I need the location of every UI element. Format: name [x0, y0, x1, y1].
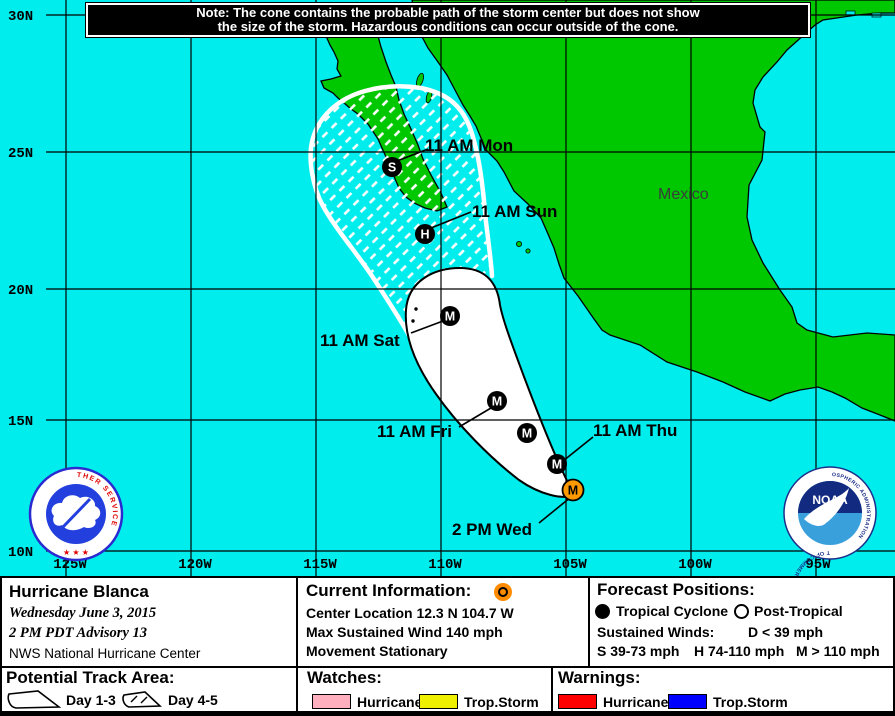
label-leader-lines — [396, 148, 594, 524]
max-sustained-wind: Max Sustained Wind 140 mph — [306, 624, 503, 640]
wind-scale-d: D < 39 mph — [748, 624, 824, 640]
island-socorro — [414, 307, 418, 311]
warning-hurricane-swatch — [558, 694, 597, 709]
current-position-icon — [494, 583, 512, 601]
lat-label-10n: 10N — [8, 545, 33, 561]
divider-col2-lower — [551, 667, 553, 712]
lon-label-95w: 95W — [805, 557, 831, 573]
day45-cone-icon — [122, 691, 162, 708]
cone-disclaimer-banner: Note: The cone contains the probable pat… — [86, 3, 810, 37]
noaa-name: NOAA — [812, 493, 848, 507]
banner-line2: the size of the storm. Hazardous conditi… — [217, 19, 679, 34]
noaa-logo: NOAA NATIONAL OCEANIC AND ATMOSPHERIC AD… — [783, 466, 877, 576]
graticule — [46, 0, 895, 576]
watch-trop-storm-label: Trop.Storm — [464, 694, 539, 710]
watch-hurricane-label: Hurricane — [357, 694, 423, 710]
divider-col1 — [296, 578, 298, 712]
label-2pm-wed: 2 PM Wed — [452, 520, 532, 539]
center-location: Center Location 12.3 N 104.7 W — [306, 605, 514, 621]
forecast-positions-header: Forecast Positions: — [597, 580, 755, 599]
watch-hurricane-swatch — [312, 694, 351, 709]
time-labels: 11 AM Mon 11 AM Sun 11 AM Sat 11 AM Fri … — [320, 136, 677, 539]
nws-logo: NATIONAL WEATHER SERVICE ★ ★ ★ — [28, 466, 124, 562]
lat-label-20n: 20N — [8, 283, 33, 299]
current-info-header: Current Information: — [306, 581, 472, 600]
forecast-map: S H M M M M M 11 AM Mon 11 AM Sun 11 AM … — [8, 0, 895, 576]
warnings-header: Warnings: — [558, 668, 641, 687]
graticule-labels: 30N 25N 20N 15N 10N 125W 120W 115W 110W … — [8, 9, 831, 573]
lon-label-100w: 100W — [678, 557, 712, 573]
info-panel: Hurricane Blanca Wednesday June 3, 2015 … — [0, 576, 895, 716]
island-marias-2 — [525, 248, 531, 254]
warning-hurricane-label: Hurricane — [603, 694, 669, 710]
marker-thu-night-letter: M — [522, 427, 532, 441]
marker-sun — [415, 224, 435, 244]
wind-scale-h: H 74-110 mph — [694, 643, 785, 659]
warning-trop-storm-label: Trop.Storm — [713, 694, 788, 710]
movement: Movement Stationary — [306, 643, 448, 659]
tropical-cyclone-label: Tropical Cyclone — [616, 603, 729, 619]
potential-track-header: Potential Track Area: — [6, 668, 175, 687]
sustained-winds-label: Sustained Winds: — [597, 624, 715, 640]
cone-day45-outline — [308, 84, 495, 340]
day13-cone-icon — [7, 690, 62, 709]
divider-col2-upper — [588, 578, 590, 667]
marker-thu — [547, 454, 567, 474]
marker-thu-letter: M — [552, 458, 562, 472]
marker-thu-night — [517, 423, 537, 443]
wind-scale-s: S 39-73 mph — [597, 643, 680, 659]
marker-sat — [440, 306, 460, 326]
label-11am-sat: 11 AM Sat — [320, 331, 400, 350]
label-11am-fri: 11 AM Fri — [377, 422, 452, 441]
island-marias-1 — [516, 240, 523, 247]
day45-label: Day 4-5 — [168, 692, 218, 708]
marker-current-position — [561, 478, 585, 502]
tropical-cyclone-icon — [595, 604, 610, 619]
storm-name: Hurricane Blanca — [9, 582, 149, 601]
marker-mon — [382, 157, 402, 177]
lon-label-115w: 115W — [303, 557, 337, 573]
label-11am-mon: 11 AM Mon — [425, 136, 513, 155]
marker-fri-letter: M — [492, 395, 502, 409]
marker-fri — [487, 391, 507, 411]
storm-advisory: 2 PM PDT Advisory 13 — [9, 625, 148, 641]
post-tropical-icon — [734, 604, 749, 619]
lon-label-110w: 110W — [428, 557, 462, 573]
label-11am-thu: 11 AM Thu — [593, 421, 677, 440]
country-label-mexico: Mexico — [658, 186, 709, 203]
label-11am-sun: 11 AM Sun — [472, 202, 557, 221]
storm-date: Wednesday June 3, 2015 — [9, 605, 157, 621]
marker-sun-letter: H — [420, 228, 429, 242]
day13-label: Day 1-3 — [66, 692, 116, 708]
panel-bottom-bar — [0, 711, 895, 716]
lon-label-105w: 105W — [553, 557, 587, 573]
island-san-benedicto — [411, 319, 415, 323]
noaa-gull-icon — [804, 488, 849, 526]
marker-current-letter: M — [568, 484, 578, 498]
nws-lightning-icon — [61, 497, 92, 529]
nws-stars: ★ ★ ★ — [63, 548, 89, 557]
post-tropical-label: Post-Tropical — [754, 603, 843, 619]
divider-rows — [0, 666, 895, 668]
storm-agency: NWS National Hurricane Center — [9, 646, 201, 661]
banner-line1: Note: The cone contains the probable pat… — [196, 5, 700, 20]
watch-trop-storm-swatch — [419, 694, 458, 709]
forecast-position-markers: S H M M M M M — [382, 157, 585, 502]
lat-label-15n: 15N — [8, 414, 33, 430]
watches-header: Watches: — [307, 668, 382, 687]
marker-mon-letter: S — [388, 161, 396, 175]
panel-border-left — [0, 578, 2, 712]
warning-trop-storm-swatch — [668, 694, 707, 709]
panel-border-right — [893, 578, 895, 712]
wind-scale-m: M > 110 mph — [796, 643, 880, 659]
lat-label-25n: 25N — [8, 146, 33, 162]
land-mainland-mexico — [411, 0, 895, 422]
lat-label-30n: 30N — [8, 9, 33, 25]
marker-sat-letter: M — [445, 310, 455, 324]
lon-label-120w: 120W — [178, 557, 212, 573]
